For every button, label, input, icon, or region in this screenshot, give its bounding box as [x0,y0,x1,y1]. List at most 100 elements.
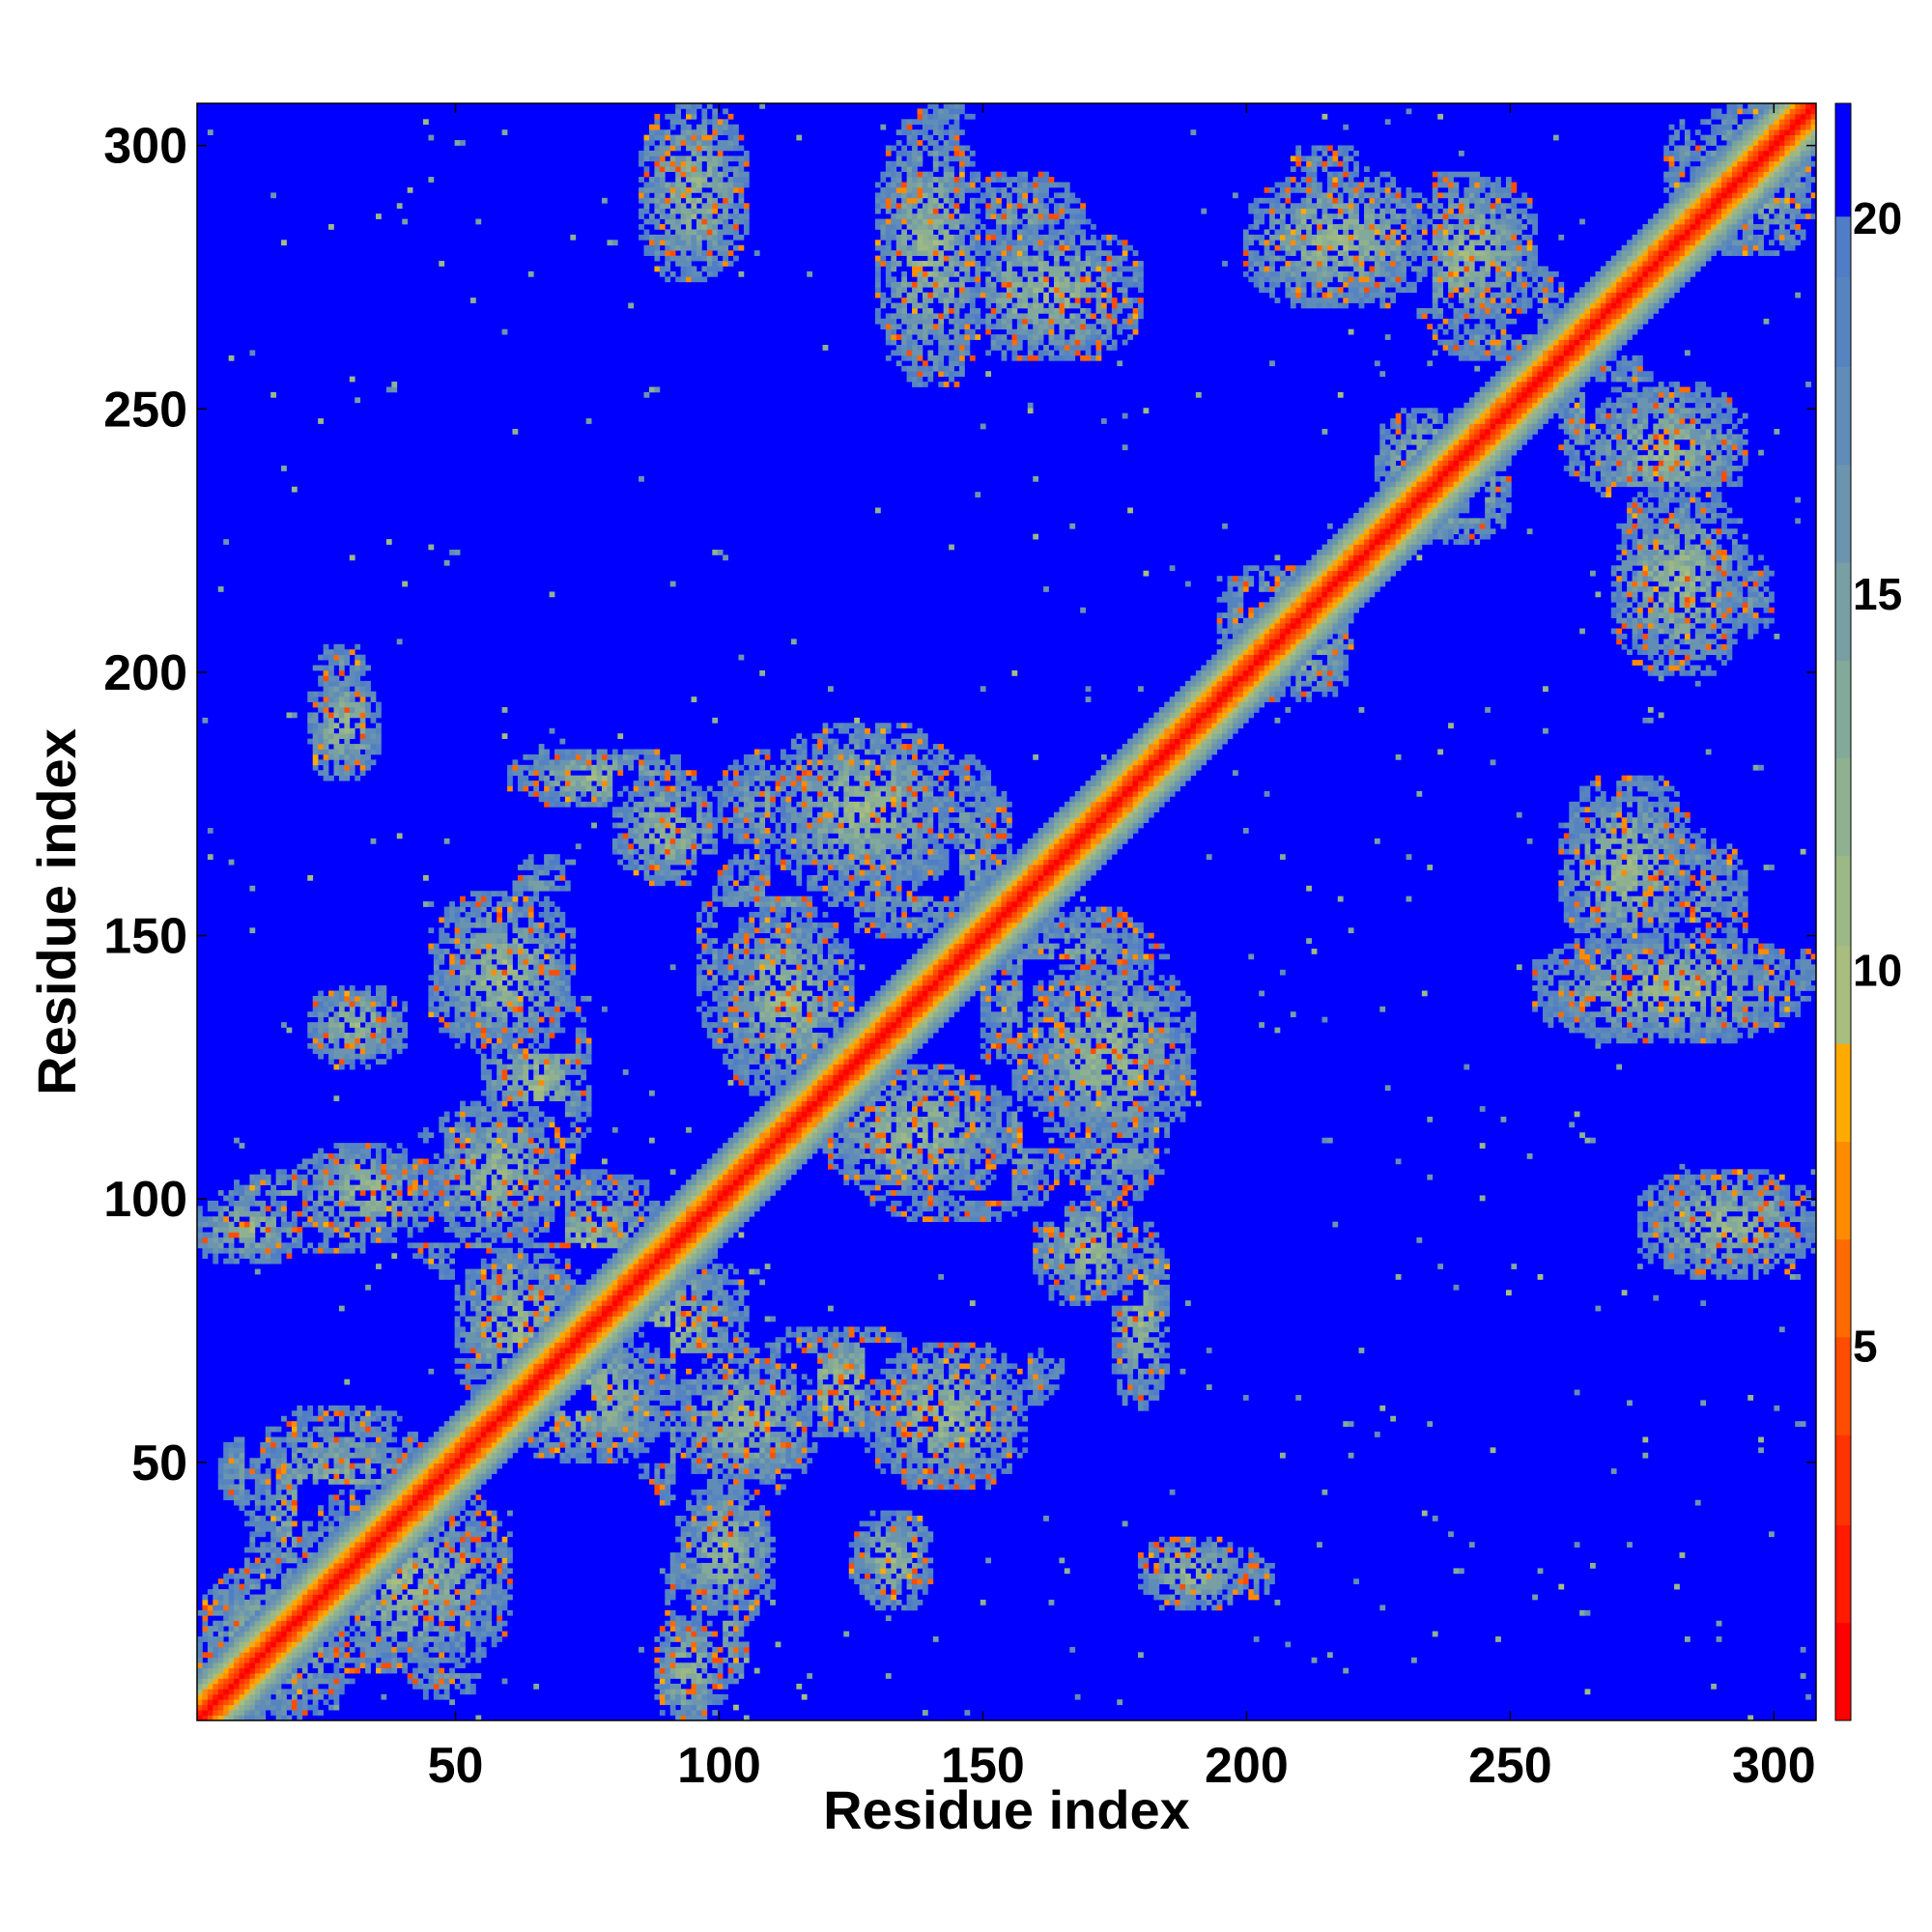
heatmap-cell [985,1558,991,1564]
heatmap-cell [665,1673,670,1679]
heatmap-cell [376,1600,382,1605]
heatmap-cell [402,1584,408,1590]
heatmap-cell [360,1558,366,1564]
heatmap-cell [681,1668,687,1674]
heatmap-cell [1254,1636,1260,1642]
heatmap-cell [738,1632,744,1637]
heatmap-cell [891,1558,896,1564]
heatmap-cell [481,1563,487,1569]
heatmap-cell [1196,1574,1202,1579]
heatmap-cell [386,1584,392,1590]
heatmap-cell [302,1610,308,1616]
heatmap-cell [266,1584,271,1590]
heatmap-cell [266,1694,271,1700]
heatmap-cell [875,1563,881,1569]
heatmap-cell [502,1605,508,1610]
heatmap-cell [408,1641,413,1647]
heatmap-cell [292,1615,298,1621]
heatmap-cell [449,1647,455,1653]
heatmap-cell [213,1679,218,1685]
heatmap-cell [270,1568,276,1574]
heatmap-cell [307,1610,313,1616]
heatmap-cell [927,1578,933,1584]
heatmap-cell [276,1679,282,1685]
heatmap-cell [324,1558,329,1564]
heatmap-cell [229,1636,235,1642]
heatmap-cell [240,1705,245,1711]
heatmap-cell [675,1699,681,1705]
heatmap-cell [255,1600,261,1605]
heatmap-cell [386,1563,392,1569]
heatmap-cell [1159,1563,1165,1569]
heatmap-cell [287,1584,293,1590]
heatmap-cell [1164,1600,1170,1605]
heatmap-cell [197,1658,203,1663]
heatmap-cell [870,1584,876,1590]
heatmap-cell [718,1679,724,1685]
heatmap-cell [434,1662,440,1668]
heatmap-cell [475,1636,481,1642]
heatmap-cell [466,1673,471,1679]
heatmap-cell [240,1615,245,1621]
heatmap-cell [324,1626,329,1632]
heatmap-cell [1207,1600,1212,1605]
heatmap-cell [333,1589,339,1595]
heatmap-cell [418,1563,424,1569]
heatmap-cell [449,1595,455,1601]
heatmap-cell [218,1662,224,1668]
heatmap-cell [360,1658,366,1663]
heatmap-cell [412,1615,418,1621]
heatmap-cell [412,1636,418,1642]
heatmap-cell [654,1684,660,1690]
heatmap-cell [707,1694,713,1700]
heatmap-cell [1801,1647,1806,1653]
heatmap-cell [371,1652,377,1658]
heatmap-cell [297,1710,302,1716]
heatmap-cell [681,1679,687,1685]
heatmap-cell [234,1710,240,1716]
heatmap-cell [208,1662,213,1668]
heatmap-cell [738,1568,744,1574]
heatmap-cell [297,1595,302,1601]
heatmap-cell [418,1641,424,1647]
heatmap-cell [270,1668,276,1674]
heatmap-cell [229,1615,235,1621]
heatmap-cell [255,1563,261,1569]
heatmap-cell [307,1589,313,1595]
heatmap-cell [1196,1589,1202,1595]
heatmap-cell [449,1658,455,1663]
heatmap-cell [754,1610,760,1616]
heatmap-cell [386,1595,392,1601]
heatmap-cell [1185,1605,1191,1610]
heatmap-cell [202,1684,208,1690]
heatmap-cell [249,1636,255,1642]
heatmap-cell [701,1647,707,1653]
heatmap-cell [270,1595,276,1601]
heatmap-cell [292,1632,298,1637]
heatmap-cell [313,1610,319,1616]
heatmap-cell [917,1584,923,1590]
heatmap-cell [1717,1636,1722,1642]
heatmap-cell [1175,1563,1180,1569]
heatmap-cell [728,1584,734,1590]
heatmap-cell [297,1558,302,1564]
heatmap-cell [234,1689,240,1694]
heatmap-cell [917,1574,923,1579]
heatmap-cell [371,1552,377,1558]
heatmap-cell [202,1662,208,1668]
heatmap-cell [229,1684,235,1690]
heatmap-cell [880,1584,886,1590]
heatmap-cell [486,1621,492,1627]
heatmap-cell [1353,1578,1359,1584]
heatmap-cell [675,1668,681,1674]
heatmap-cell [701,1668,707,1674]
heatmap-cell [297,1605,302,1610]
heatmap-cell [229,1705,235,1711]
heatmap-cell [260,1658,266,1663]
heatmap-cell [328,1574,334,1579]
heatmap-cell [270,1673,276,1679]
heatmap-cell [692,1647,697,1653]
heatmap-cell [234,1578,240,1584]
heatmap-cell [408,1621,413,1627]
heatmap-cell [712,1574,718,1579]
